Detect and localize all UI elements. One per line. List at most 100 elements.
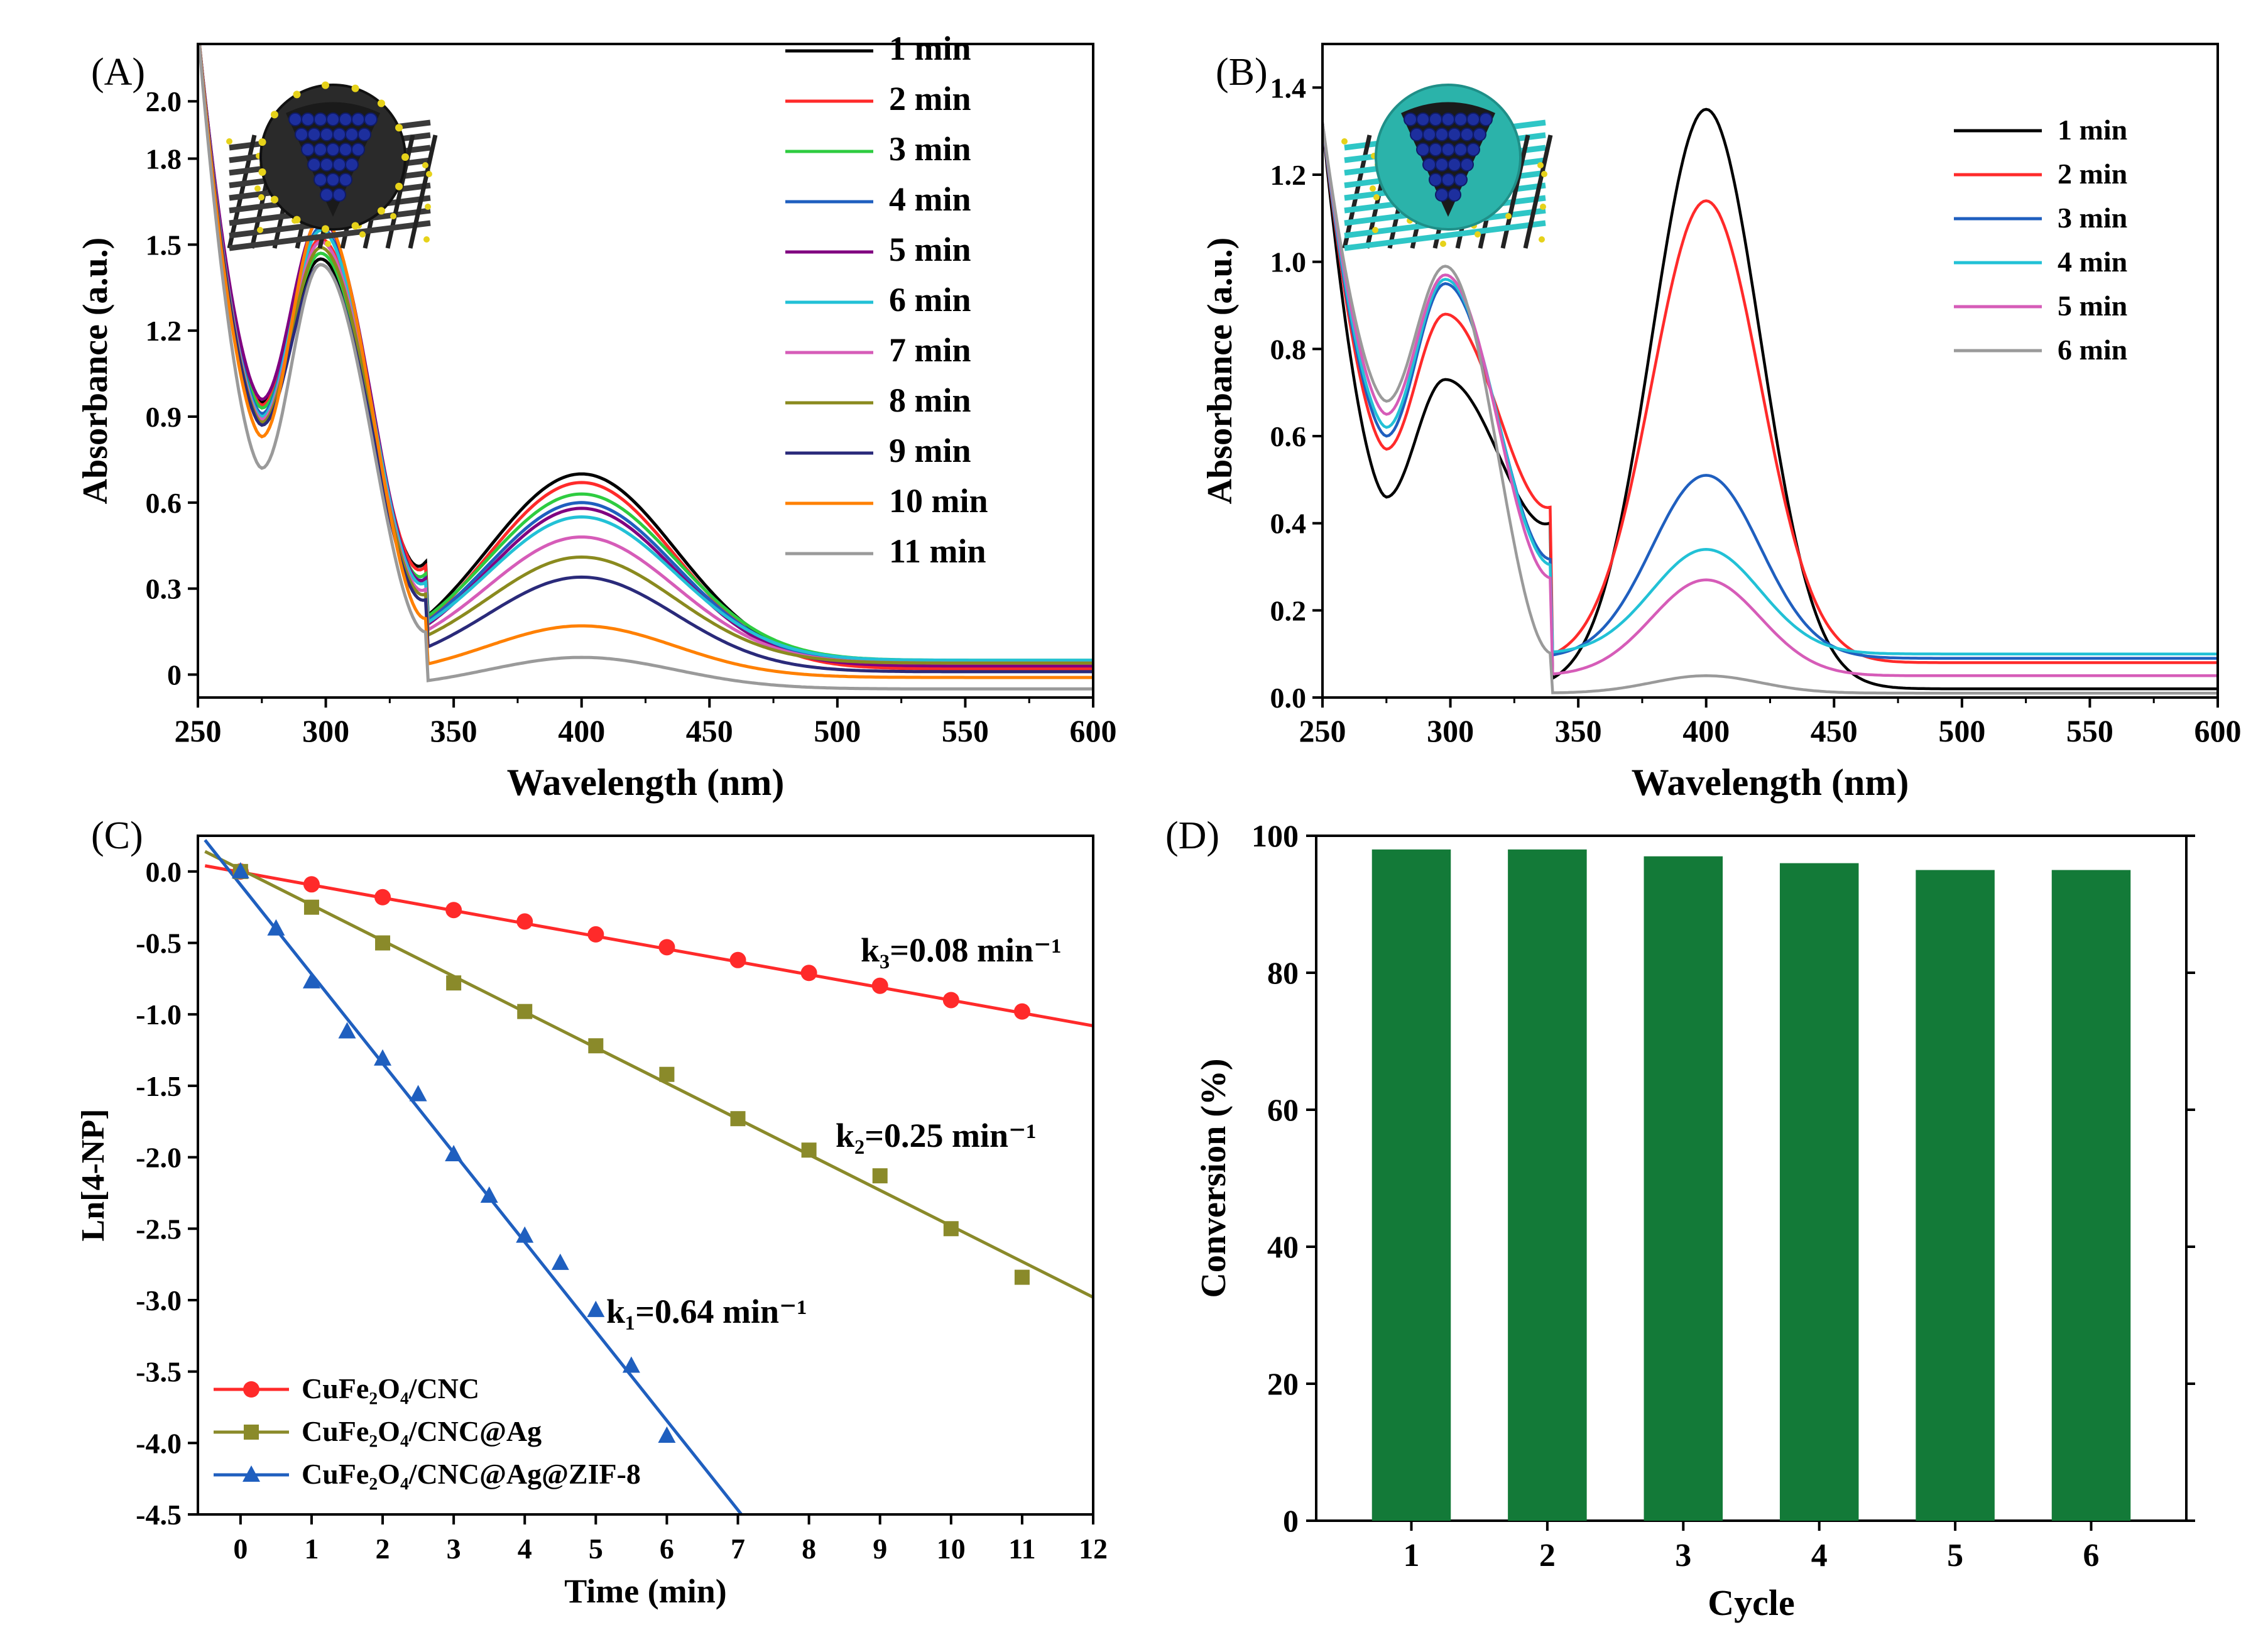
- core-sphere: [307, 128, 321, 141]
- shell-dot: [293, 90, 301, 99]
- series-line-6-min: [1322, 122, 2218, 695]
- legend-label: 6 min: [2058, 334, 2127, 366]
- lattice-dot: [1541, 171, 1547, 177]
- y-tick-label: -2.0: [136, 1142, 182, 1174]
- x-tick-label: 8: [802, 1533, 816, 1565]
- core-sphere: [288, 112, 302, 126]
- data-point: [374, 889, 391, 906]
- legend-label: 9 min: [889, 432, 971, 469]
- shell-dot: [351, 84, 359, 92]
- data-point: [1013, 1003, 1030, 1020]
- lattice-dot: [422, 162, 428, 168]
- core-sphere: [307, 158, 321, 172]
- x-tick-label: 250: [1299, 713, 1346, 748]
- legend-label: CuFe₂O₄/CNC@Ag: [302, 1415, 542, 1447]
- legend-label: 8 min: [889, 381, 971, 419]
- data-point: [302, 972, 320, 988]
- lattice-dot: [254, 185, 261, 192]
- x-tick-label: 500: [1938, 713, 1985, 748]
- rate-annotation: k₁=0.64 min⁻¹: [606, 1293, 807, 1330]
- lattice-dot: [425, 204, 431, 210]
- legend-label: 1 min: [2058, 114, 2127, 146]
- data-point: [517, 1004, 533, 1019]
- plot-frame: [197, 835, 1094, 1516]
- inset-illustration: [1341, 84, 1553, 251]
- series-line-2-min: [1322, 122, 2218, 664]
- core-sphere: [326, 143, 340, 156]
- lattice-dot: [1475, 231, 1481, 238]
- panel-c: 0 1 2 3 4 5 6 7 8 9 10 11 120.0-0.5-1.0-1.5-2.0-2.5-…: [75, 814, 1108, 1610]
- y-axis-label: Conversion (%): [1194, 1058, 1233, 1298]
- core-sphere: [1447, 188, 1461, 202]
- x-tick-label: 300: [302, 713, 349, 748]
- lattice-bar: [1523, 134, 1553, 249]
- x-tick-label: 550: [2066, 713, 2113, 748]
- x-tick-label: 5: [1947, 1538, 1963, 1574]
- legend-label: 2 min: [2058, 158, 2127, 190]
- core-sphere: [351, 112, 365, 126]
- x-tick-label: 350: [1555, 713, 1602, 748]
- y-tick-label: 0.6: [146, 487, 182, 519]
- data-point: [267, 919, 285, 936]
- legend-label: CuFe₂O₄/CNC@Ag@ZIF-8: [302, 1458, 641, 1490]
- lattice-dot: [1540, 204, 1546, 210]
- x-axis-label: Cycle: [1708, 1582, 1795, 1623]
- y-tick-label: 0: [167, 659, 182, 691]
- x-tick-label: 600: [2194, 713, 2242, 748]
- legend-label: 11 min: [889, 532, 986, 570]
- x-tick-label: 10: [937, 1533, 966, 1565]
- x-tick-label: 1: [1403, 1538, 1419, 1574]
- core-sphere: [301, 143, 315, 156]
- x-tick-label: 4: [1811, 1538, 1828, 1574]
- core-sphere: [1473, 128, 1486, 141]
- core-sphere: [313, 112, 327, 126]
- y-tick-label: 20: [1267, 1366, 1299, 1401]
- x-tick-label: 7: [731, 1533, 745, 1565]
- y-tick-label: -4.5: [136, 1499, 182, 1531]
- data-point: [729, 951, 746, 968]
- shell-dot: [351, 222, 359, 230]
- core-sphere: [313, 143, 327, 156]
- lattice-dot: [390, 213, 396, 219]
- x-tick-label: 300: [1427, 713, 1474, 748]
- core-sphere: [313, 173, 327, 187]
- lattice-dot: [1341, 138, 1348, 145]
- data-point: [303, 876, 320, 893]
- y-tick-label: 1.0: [1270, 246, 1307, 278]
- data-point: [446, 975, 462, 991]
- data-point: [516, 913, 533, 930]
- x-tick-label: 5: [589, 1533, 603, 1565]
- data-point: [658, 1426, 676, 1443]
- core-sphere: [1429, 173, 1442, 187]
- x-tick-label: 1: [304, 1533, 319, 1565]
- series-line-10-min: [198, 44, 1093, 679]
- fit-line: [204, 839, 743, 1514]
- data-point: [871, 977, 888, 994]
- data-point: [587, 1300, 605, 1317]
- series-line-11-min: [198, 44, 1093, 691]
- bar: [1644, 856, 1723, 1521]
- core-sphere: [320, 158, 334, 172]
- y-tick-label: 1.5: [146, 229, 182, 261]
- data-point: [942, 992, 959, 1009]
- core-sphere: [1404, 112, 1417, 126]
- x-tick-label: 400: [558, 713, 605, 748]
- x-tick-label: 9: [873, 1533, 887, 1565]
- panel-a: 250 300 350 400 450 500 550 600 0 0.3 0.6 0.9 1.2 1.5…: [76, 30, 1117, 803]
- core-sphere: [1416, 112, 1430, 126]
- panel-label: (A): [91, 51, 145, 94]
- core-sphere: [332, 128, 346, 141]
- bar: [1779, 863, 1859, 1521]
- x-tick-label: 11: [1008, 1533, 1035, 1565]
- core-sphere: [357, 128, 371, 141]
- data-point: [943, 1221, 959, 1237]
- y-tick-label: 0.3: [146, 573, 182, 605]
- lattice-dot: [258, 194, 264, 200]
- core-sphere: [1422, 128, 1436, 141]
- shell-dot: [377, 207, 385, 215]
- data-point: [872, 1168, 888, 1184]
- panel-label: (B): [1216, 51, 1268, 94]
- lattice-dot: [1370, 185, 1376, 192]
- x-tick-label: 500: [814, 713, 861, 748]
- y-tick-label: -2.5: [136, 1213, 182, 1245]
